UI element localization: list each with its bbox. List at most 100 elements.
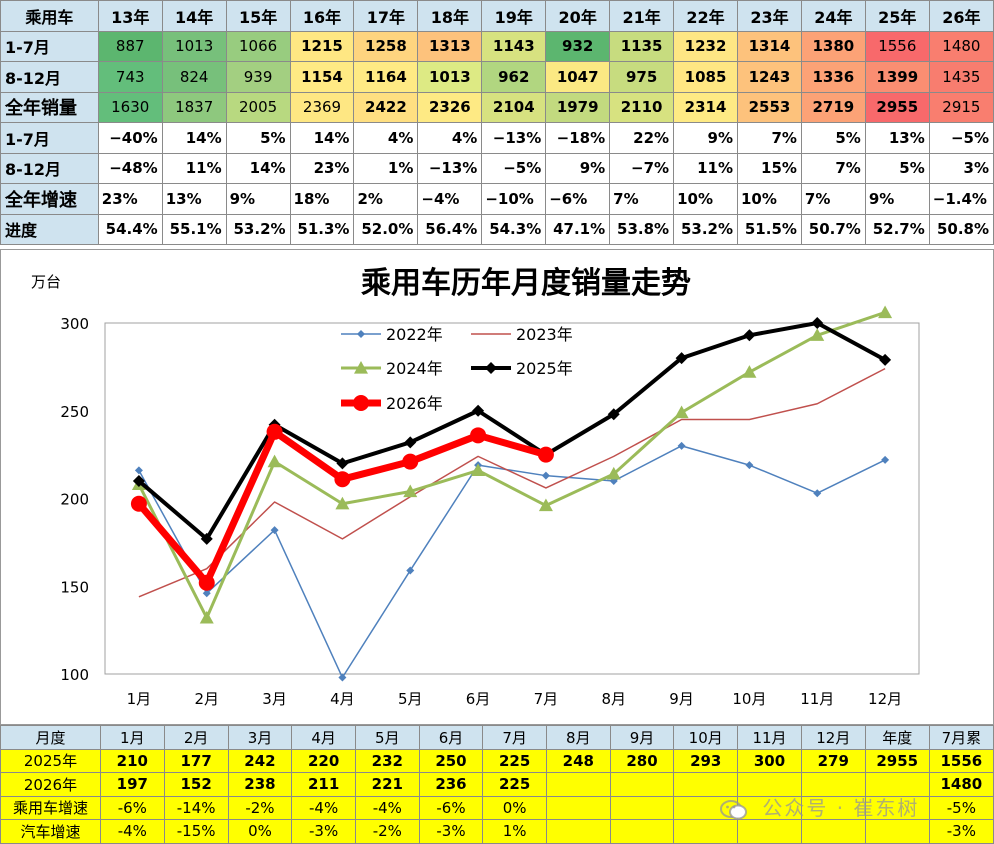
series-point-2 [878,305,893,319]
top-table-cell: 1047 [545,61,611,93]
series-line-2 [137,311,886,620]
top-table-cell: 2326 [417,91,483,123]
top-table-cell: 1630 [97,91,163,123]
top-table-cell: 53.8% [609,213,675,245]
top-table-cell: 1066 [225,30,291,62]
series-point-0 [541,471,550,480]
legend-label: 2023年 [516,325,573,344]
series-point-3 [879,353,892,366]
series-point-0 [745,461,754,470]
top-table-cell: −48% [97,152,163,184]
top-table-cell: 22% [609,122,675,154]
bottom-table-cell: 220 [291,748,356,773]
bottom-table-cell [864,795,930,820]
top-table-row-label: 全年销量 [0,91,99,123]
top-table-cell: 9% [545,152,611,184]
series-point-3 [743,329,756,342]
top-table-corner-label: 乘用车 [0,0,99,32]
top-table-cell: 50.8% [928,213,994,245]
bottom-table-cell [864,772,930,797]
bottom-table-row: 2025年 210 177 242 220 232 250 225 248 280 293 300 27… [0,748,994,773]
bottom-table-cell [737,795,802,820]
bottom-table-corner-label: 月度 [0,725,101,750]
series-point-2 [810,328,825,341]
series-line-0 [138,445,886,679]
bottom-table-cell: 232 [354,748,420,773]
top-table-cell: −13% [481,122,547,154]
bottom-table-cell [673,819,739,844]
series-point-2 [403,484,418,498]
legend-marker-2 [354,361,368,374]
bottom-table-cell: 238 [227,772,293,797]
bottom-table-cell [864,819,930,844]
top-table-cell: 54.3% [481,213,547,245]
top-table-cell: 11% [161,152,227,184]
top-table-cell: 5% [864,152,930,184]
series-point-4 [130,495,147,512]
series-point-3 [132,474,145,487]
top-table-cell: 1314 [737,30,802,62]
top-table-cell: 2719 [800,91,866,123]
top-table-cell: 2955 [864,91,930,123]
bottom-table-cell: 211 [291,772,356,797]
top-table-year-header: 14年 [161,0,227,32]
series-point-3 [336,457,349,470]
bottom-table-month-header: 12月 [800,725,866,750]
bottom-table-cell: 293 [673,748,739,773]
series-point-3 [404,436,417,449]
legend-label: 2022年 [386,325,443,344]
bottom-table-cell: 279 [800,748,866,773]
top-table-cell: 52.7% [864,213,930,245]
monthly-data-table: 月度 1月 2月 3月 4月 5月 6月 7月 8月 9月 10月 11月 12月 年度 7月累 2025年 2… [0,725,994,844]
top-table-cell: 11% [673,152,738,184]
top-table-cell: 56.4% [417,213,483,245]
top-table-cell: 1336 [800,61,866,93]
top-table-cell: 51.5% [737,213,802,245]
bottom-table-cell [737,772,802,797]
top-table-cell: 53.2% [225,213,291,245]
x-tick-label: 12月 [868,690,902,708]
bottom-table-cell: -4% [99,819,165,844]
top-table-cell: 2110 [609,91,675,123]
top-table-cell: 1232 [673,30,738,62]
top-table-cell: 5% [225,122,291,154]
top-table-cell: 1258 [353,30,419,62]
top-table-year-header: 22年 [673,0,738,32]
yearly-summary-table: 乘用车 13年 14年 15年 16年 17年 18年 19年 20年 21年 22年 23年 24年 2… [0,0,994,245]
top-table-cell: 9% [864,183,930,215]
bottom-table-cell: 210 [99,748,165,773]
top-table-cell: 55.1% [161,213,227,245]
x-tick-label: 8月 [601,690,626,708]
top-table-cell: 1243 [737,61,802,93]
top-table-cell: −40% [97,122,163,154]
top-table-year-header: 26年 [928,0,994,32]
top-table-cell: −13% [417,152,483,184]
bottom-table-row: 汽车增速 -4% -15% 0% -3% -2% -3% 1% -3% [0,819,994,844]
series-point-0 [813,489,822,498]
series-point-0 [202,589,211,598]
top-table-row-label: 全年增速 [0,183,99,215]
x-tick-label: 3月 [262,690,287,708]
bottom-table-cell: -2% [227,795,293,820]
bottom-table-month-header: 7月 [482,725,547,750]
top-table-row-label: 8-12月 [0,152,99,184]
bottom-table-month-header: 8月 [545,725,611,750]
legend-marker-4 [353,395,369,411]
bottom-table-month-header: 5月 [354,725,420,750]
series-point-0 [338,673,347,682]
bottom-table-month-header: 11月 [737,725,802,750]
top-table-cell: 54.4% [97,213,163,245]
top-table-cell: 887 [97,30,163,62]
series-point-2 [199,610,214,624]
top-table-cell: 2104 [481,91,547,123]
series-point-0 [134,466,143,475]
top-table-year-header: 16年 [289,0,355,32]
series-line-1 [138,367,886,598]
bottom-table-cell [609,772,675,797]
bottom-table-cell [800,795,866,820]
series-point-4 [266,423,283,440]
legend-label: 2026年 [386,394,443,413]
bottom-table-cell: -4% [291,795,356,820]
bottom-table-cell: 0% [227,819,293,844]
bottom-table-cell: 1556 [928,748,994,773]
